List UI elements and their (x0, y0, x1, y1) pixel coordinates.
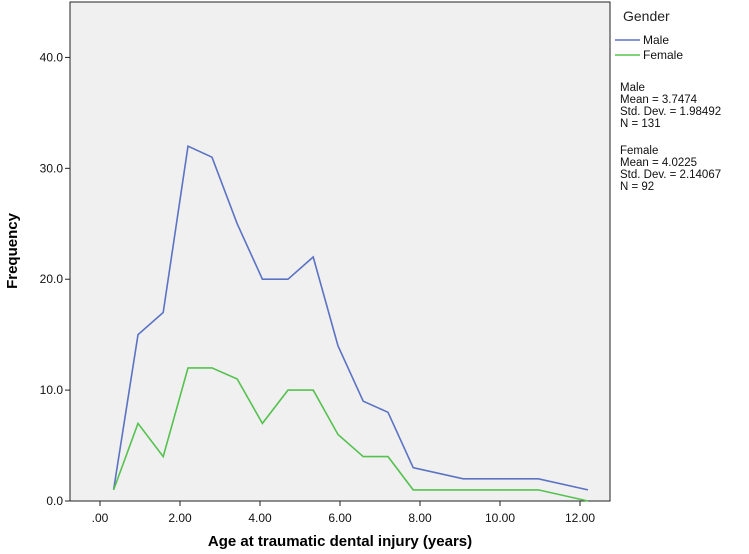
x-tick-label: .00 (92, 511, 109, 525)
stats-line: Std. Dev. = 2.14067 (620, 169, 721, 181)
x-axis-title: Age at traumatic dental injury (years) (208, 533, 472, 550)
plot-area (69, 1, 611, 502)
stats-line: Female (620, 145, 658, 157)
y-axis-title: Frequency (4, 212, 21, 289)
x-tick-label: 8.00 (408, 511, 432, 525)
series-line-female (112, 367, 589, 502)
x-tick-label: 10.00 (485, 511, 515, 525)
stats-line: Std. Dev. = 1.98492 (620, 106, 721, 118)
series-layer (112, 145, 589, 502)
y-tick-label: 0.0 (46, 494, 63, 508)
y-tick-label: 20.0 (40, 272, 64, 286)
legend-label-male: Male (643, 33, 669, 47)
y-tick-label: 30.0 (40, 161, 64, 175)
y-tick-label: 40.0 (40, 50, 64, 64)
stats-line: N = 131 (620, 118, 661, 130)
x-axis: .00 2.00 4.00 6.00 8.00 10.00 12.00 (92, 501, 595, 525)
stats-line: Mean = 4.0225 (620, 157, 697, 169)
stats-line: Mean = 3.7474 (620, 94, 698, 106)
stats-line: N = 92 (620, 181, 654, 193)
legend-title: Gender (623, 8, 670, 24)
series-line-male (112, 145, 589, 491)
x-tick-label: 6.00 (328, 511, 352, 525)
x-tick-label: 12.00 (565, 511, 595, 525)
x-tick-label: 2.00 (168, 511, 192, 525)
y-tick-label: 10.0 (40, 383, 64, 397)
x-tick-label: 4.00 (248, 511, 272, 525)
stats-line: Male (620, 82, 645, 94)
legend-label-female: Female (643, 48, 683, 62)
y-axis: 0.0 10.0 20.0 30.0 40.0 (40, 50, 70, 508)
